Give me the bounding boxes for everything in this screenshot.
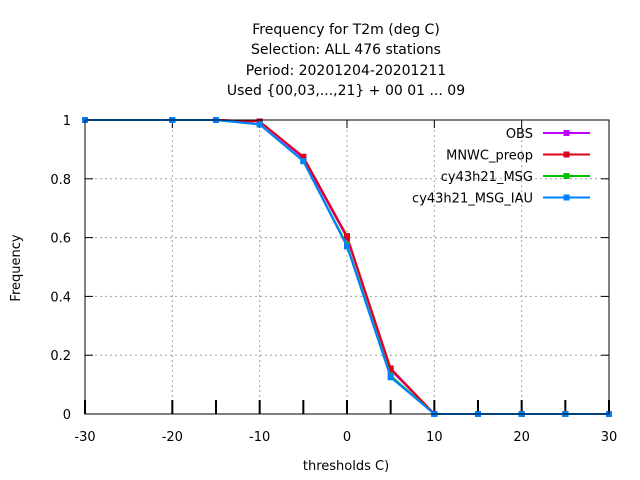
chart-title-line-1: Frequency for T2m (deg C) — [252, 22, 440, 38]
data-point — [256, 121, 263, 128]
legend-label: OBS — [506, 127, 533, 142]
legend-swatch-marker — [563, 151, 570, 158]
legend-item: MNWC_preop — [446, 149, 590, 164]
chart-title: Frequency for T2m (deg C) Selection: ALL… — [227, 22, 465, 99]
chart-title-line-4: Used {00,03,...,21} + 00 01 ... 09 — [227, 83, 465, 99]
legend-swatch-marker — [563, 194, 570, 201]
x-tick-label: 30 — [601, 430, 618, 445]
data-point — [387, 374, 394, 381]
x-axis-label: thresholds C) — [303, 459, 389, 474]
legend-swatch-marker — [563, 173, 570, 179]
y-tick-label: 1 — [63, 114, 71, 129]
data-point — [344, 233, 350, 240]
data-point — [387, 365, 394, 372]
plot-frame — [84, 119, 610, 415]
x-tick-label: -10 — [249, 430, 270, 445]
x-tick-label: 20 — [513, 430, 530, 445]
legend-label: cy43h21_MSG — [441, 170, 533, 185]
x-tick-label: -30 — [74, 430, 95, 445]
legend-label: cy43h21_MSG_IAU — [412, 192, 533, 207]
chart-title-line-2: Selection: ALL 476 stations — [251, 42, 441, 58]
legend-label: MNWC_preop — [446, 149, 533, 164]
y-tick-label: 0.6 — [50, 232, 71, 247]
legend-item: cy43h21_MSG_IAU — [412, 192, 590, 207]
y-axis-label: Frequency — [9, 234, 24, 301]
x-tick-label: -20 — [162, 430, 183, 445]
y-tick-label: 0.2 — [50, 349, 71, 364]
data-point — [344, 243, 350, 250]
x-tick-label: 0 — [343, 430, 351, 445]
chart-title-line-3: Period: 20201204-20201211 — [246, 63, 446, 79]
legend-swatch-marker — [563, 130, 570, 136]
legend: OBS MNWC_preop cy43h21_MSG cy43h21_MSG_IAU — [412, 127, 590, 207]
y-tick-label: 0.4 — [50, 290, 71, 305]
axis-ticks: 0 0.2 0.4 0.6 0.8 1 -30 -20 -10 0 10 20 30 — [50, 114, 617, 445]
y-tick-label: 0 — [63, 408, 71, 423]
y-tick-label: 0.8 — [50, 173, 71, 188]
x-tick-label: 10 — [426, 430, 443, 445]
data-point — [300, 158, 307, 165]
legend-item: OBS — [506, 127, 590, 142]
legend-item: cy43h21_MSG — [441, 170, 590, 185]
grid — [85, 120, 609, 414]
data-point — [300, 153, 307, 160]
